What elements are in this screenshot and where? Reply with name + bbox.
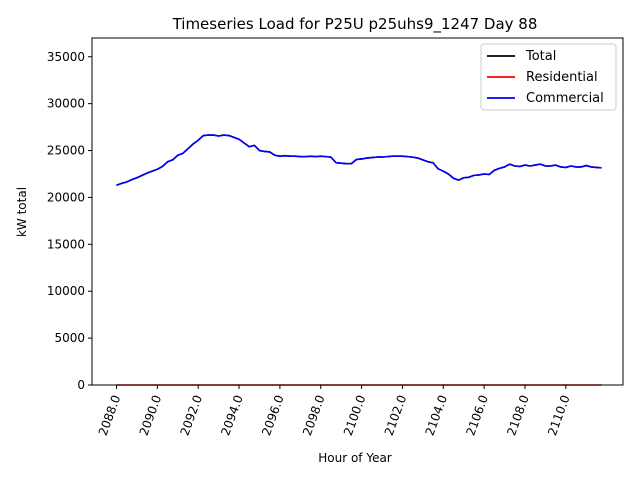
chart-title: Timeseries Load for P25U p25uhs9_1247 Da…	[172, 15, 538, 34]
x-axis-label: Hour of Year	[318, 451, 392, 465]
y-tick-label: 5000	[54, 331, 85, 345]
x-tick-label: 2106.0	[463, 393, 491, 437]
x-tick-label: 2110.0	[545, 393, 573, 437]
x-tick-label: 2098.0	[300, 393, 328, 437]
y-tick-label: 10000	[47, 284, 85, 298]
legend-label-commercial: Commercial	[526, 91, 604, 106]
y-tick-label: 35000	[47, 50, 85, 64]
plot-frame	[91, 37, 624, 386]
x-axis-ticks: 2088.0 2090.0 2092.0 2094.0 2096.0 2098.0 2100…	[96, 385, 573, 437]
y-axis-ticks: 0 5000 10000 15000 20000 25000 30000 35000	[47, 50, 92, 392]
legend-label-residential: Residential	[526, 70, 598, 85]
y-tick-label: 30000	[47, 97, 85, 111]
x-tick-label: 2104.0	[423, 393, 451, 437]
y-tick-label: 20000	[47, 190, 85, 204]
series-line-commercial	[116, 134, 602, 186]
legend-box	[480, 43, 617, 111]
x-tick-label: 2088.0	[96, 393, 124, 437]
legend: Total Residential Commercial	[480, 43, 617, 111]
x-tick-label: 2096.0	[259, 393, 287, 437]
x-tick-label: 2108.0	[504, 393, 532, 437]
y-axis-label: kW total	[15, 187, 29, 237]
legend-label-total: Total	[525, 49, 556, 64]
y-tick-label: 25000	[47, 144, 85, 158]
x-tick-label: 2100.0	[341, 393, 369, 437]
y-tick-label: 15000	[47, 237, 85, 251]
x-tick-label: 2094.0	[218, 393, 246, 437]
x-tick-label: 2092.0	[177, 393, 205, 437]
y-tick-label: 0	[77, 378, 85, 392]
x-tick-label: 2102.0	[382, 393, 410, 437]
x-tick-label: 2090.0	[137, 393, 165, 437]
